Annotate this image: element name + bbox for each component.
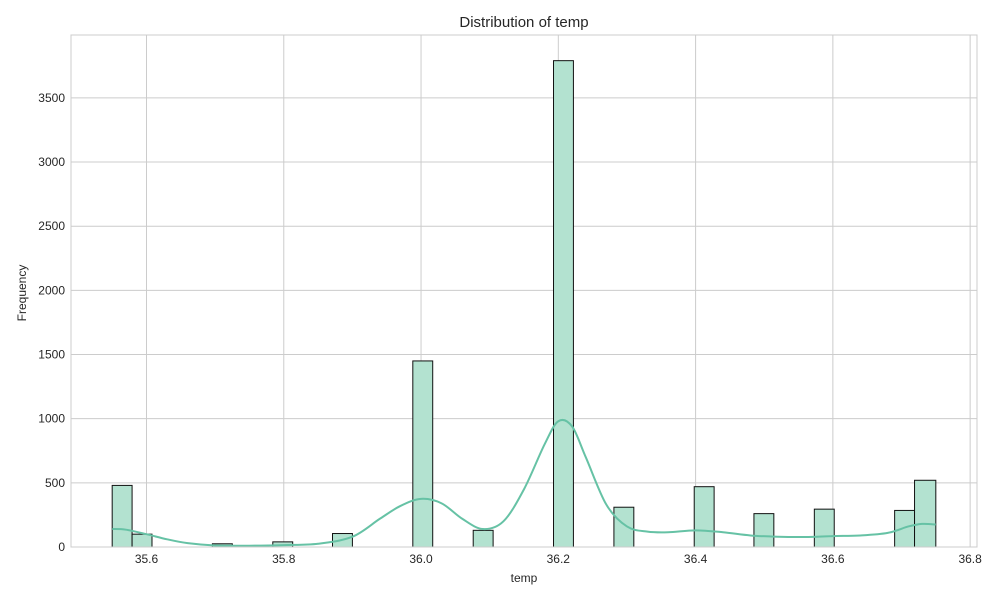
histogram-bar xyxy=(753,513,775,548)
histogram-bar xyxy=(131,533,153,548)
y-tick-label: 500 xyxy=(45,476,65,490)
x-tick-label: 36.0 xyxy=(409,552,433,566)
histogram-bar xyxy=(553,60,574,548)
histogram-bar xyxy=(813,508,835,548)
y-tick-label: 1000 xyxy=(38,412,65,426)
kde-curve xyxy=(112,418,936,547)
histogram-bar xyxy=(914,479,937,548)
histogram-bar xyxy=(412,360,434,548)
x-tick-label: 36.4 xyxy=(684,552,708,566)
tick-labels: 35.6 35.8 36.0 36.2 36.4 36.6 36.8 0 500 1000 1500… xyxy=(38,91,982,566)
y-axis-label: Frequency xyxy=(15,265,29,322)
x-axis-label: temp xyxy=(511,571,538,585)
y-tick-label: 3000 xyxy=(38,155,65,169)
y-tick-label: 1500 xyxy=(38,348,65,362)
y-tick-label: 2500 xyxy=(38,219,65,233)
x-tick-label: 36.8 xyxy=(958,552,982,566)
kde-layer xyxy=(112,418,936,547)
y-tick-label: 0 xyxy=(58,540,65,554)
y-tick-label: 3500 xyxy=(38,91,65,105)
histogram-bar xyxy=(613,506,635,548)
plot-border xyxy=(70,34,978,548)
x-tick-label: 36.6 xyxy=(821,552,845,566)
chart-title: Distribution of temp xyxy=(459,14,588,31)
histogram-bar xyxy=(111,484,133,548)
histogram-bar xyxy=(472,529,494,548)
grid-layer xyxy=(71,35,977,548)
x-tick-label: 36.2 xyxy=(547,552,571,566)
y-tick-label: 2000 xyxy=(38,283,65,297)
histogram-bar xyxy=(693,486,715,548)
plot-frame xyxy=(70,34,978,548)
bars-layer xyxy=(111,60,937,548)
x-tick-label: 35.6 xyxy=(135,552,159,566)
histogram-bar xyxy=(894,509,916,548)
x-tick-label: 35.8 xyxy=(272,552,296,566)
